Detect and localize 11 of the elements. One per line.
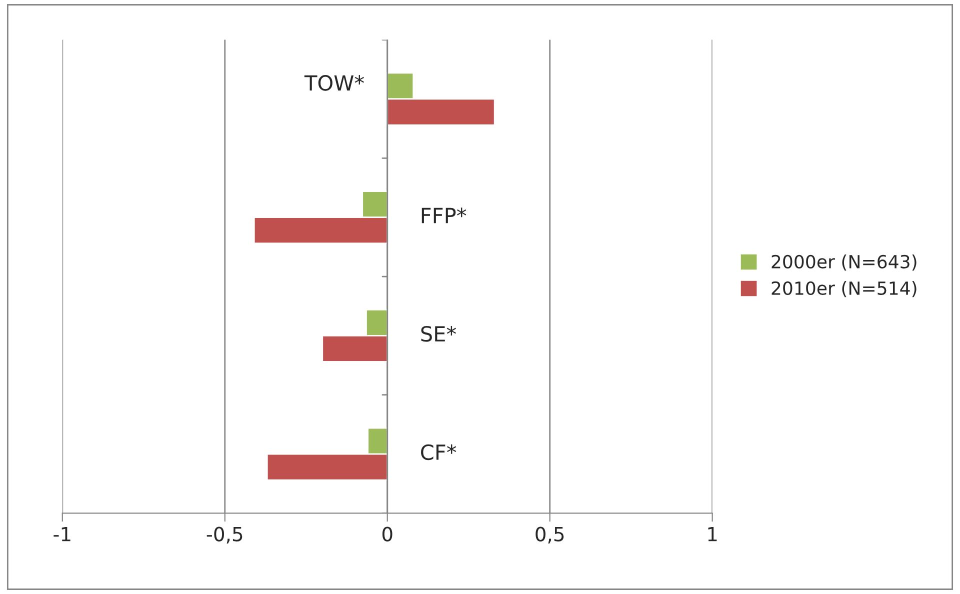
- legend-label: 2010er (N=514): [772, 281, 916, 298]
- x-tick-label: -0,5: [206, 526, 242, 544]
- x-tick-label: 1: [708, 527, 717, 542]
- legend-label: 2000er (N=643): [772, 254, 916, 271]
- y-tick-label: SE*: [421, 326, 456, 342]
- y-tick-label: CF*: [421, 444, 456, 460]
- x-tick-label: -1: [54, 527, 70, 542]
- y-tick-label: FFP*: [422, 208, 466, 224]
- y-tick-label: TOW*: [304, 75, 364, 91]
- x-tick-label: 0: [382, 526, 392, 542]
- x-tick-label: 0,5: [536, 526, 564, 544]
